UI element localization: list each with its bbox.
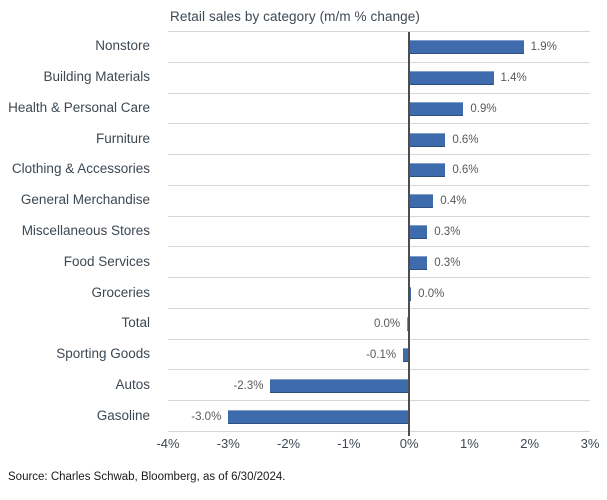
bar-health-personal-care <box>409 101 464 116</box>
category-label: Groceries <box>91 284 150 300</box>
grid-row <box>168 401 590 432</box>
grid-row <box>168 155 590 186</box>
grid-row <box>168 124 590 156</box>
category-label: Food Services <box>63 253 150 269</box>
grid-row <box>168 186 590 217</box>
grid-row <box>168 309 590 340</box>
x-tick-label: 2% <box>520 436 540 451</box>
value-label: -3.0% <box>191 410 222 423</box>
x-tick-label: -2% <box>277 436 301 451</box>
value-label: 0.6% <box>452 164 479 177</box>
x-tick-label: 0% <box>399 436 419 451</box>
value-label: 0.0% <box>418 287 445 300</box>
bar-gasoline <box>228 409 410 424</box>
grid-row <box>168 217 590 248</box>
plot-area: 1.9% 1.4% 0.9% 0.6% 0.6% 0.4% 0.3% 0.3% 0.0% 0.0%… <box>168 31 590 436</box>
value-label: 0.4% <box>440 195 467 208</box>
grid-row <box>168 278 590 309</box>
category-label: Health & Personal Care <box>8 99 150 115</box>
bar-food-services <box>409 255 428 270</box>
category-label: Nonstore <box>95 38 150 54</box>
category-label: Furniture <box>95 130 150 146</box>
bar-general-merchandise <box>409 194 434 209</box>
grid-row <box>168 340 590 371</box>
value-label: -0.1% <box>366 349 397 362</box>
bar-miscellaneous-stores <box>409 225 428 239</box>
x-tick-label: 1% <box>460 436 479 451</box>
value-label: -2.3% <box>233 379 264 392</box>
category-label: Clothing & Accessories <box>11 161 150 177</box>
chart-title: Retail sales by category (m/m % change) <box>170 9 420 24</box>
value-label: 0.9% <box>470 102 497 115</box>
grid-row <box>168 63 590 94</box>
grid-row <box>168 370 590 402</box>
bar-furniture <box>409 132 446 147</box>
bar-total <box>407 317 410 332</box>
category-label: General Merchandise <box>20 192 150 208</box>
grid-row <box>168 247 590 279</box>
source-note: Source: Charles Schwab, Bloomberg, as of… <box>8 471 286 483</box>
value-label: 0.0% <box>373 318 401 331</box>
value-label: 0.6% <box>452 133 479 146</box>
category-label: Gasoline <box>96 407 150 423</box>
grid-row <box>168 32 590 63</box>
category-label: Miscellaneous Stores <box>21 223 150 238</box>
x-axis: -4% -3% -2% -1% 0% 1% 2% 3% <box>156 436 599 454</box>
x-tick-label: 3% <box>580 436 600 451</box>
bar-building-materials <box>409 71 494 86</box>
bar-groceries <box>409 286 412 301</box>
zero-axis-line <box>408 32 410 436</box>
value-label: 1.9% <box>530 41 557 54</box>
x-tick-label: -4% <box>156 436 180 451</box>
value-label: 0.3% <box>434 256 461 269</box>
category-label: Sporting Goods <box>56 346 150 362</box>
bar-clothing-accessories <box>409 163 446 178</box>
x-tick-label: -1% <box>337 436 361 451</box>
grid-row <box>168 94 590 125</box>
x-tick-label: -3% <box>216 436 240 451</box>
category-label: Autos <box>115 376 150 392</box>
bar-sporting-goods <box>403 348 410 363</box>
bar-autos <box>270 378 410 393</box>
bar-nonstore <box>409 40 524 55</box>
value-label: 1.4% <box>500 72 527 85</box>
category-label: Building Materials <box>43 69 150 85</box>
value-label: 0.3% <box>434 226 461 238</box>
category-label: Total <box>121 315 150 331</box>
